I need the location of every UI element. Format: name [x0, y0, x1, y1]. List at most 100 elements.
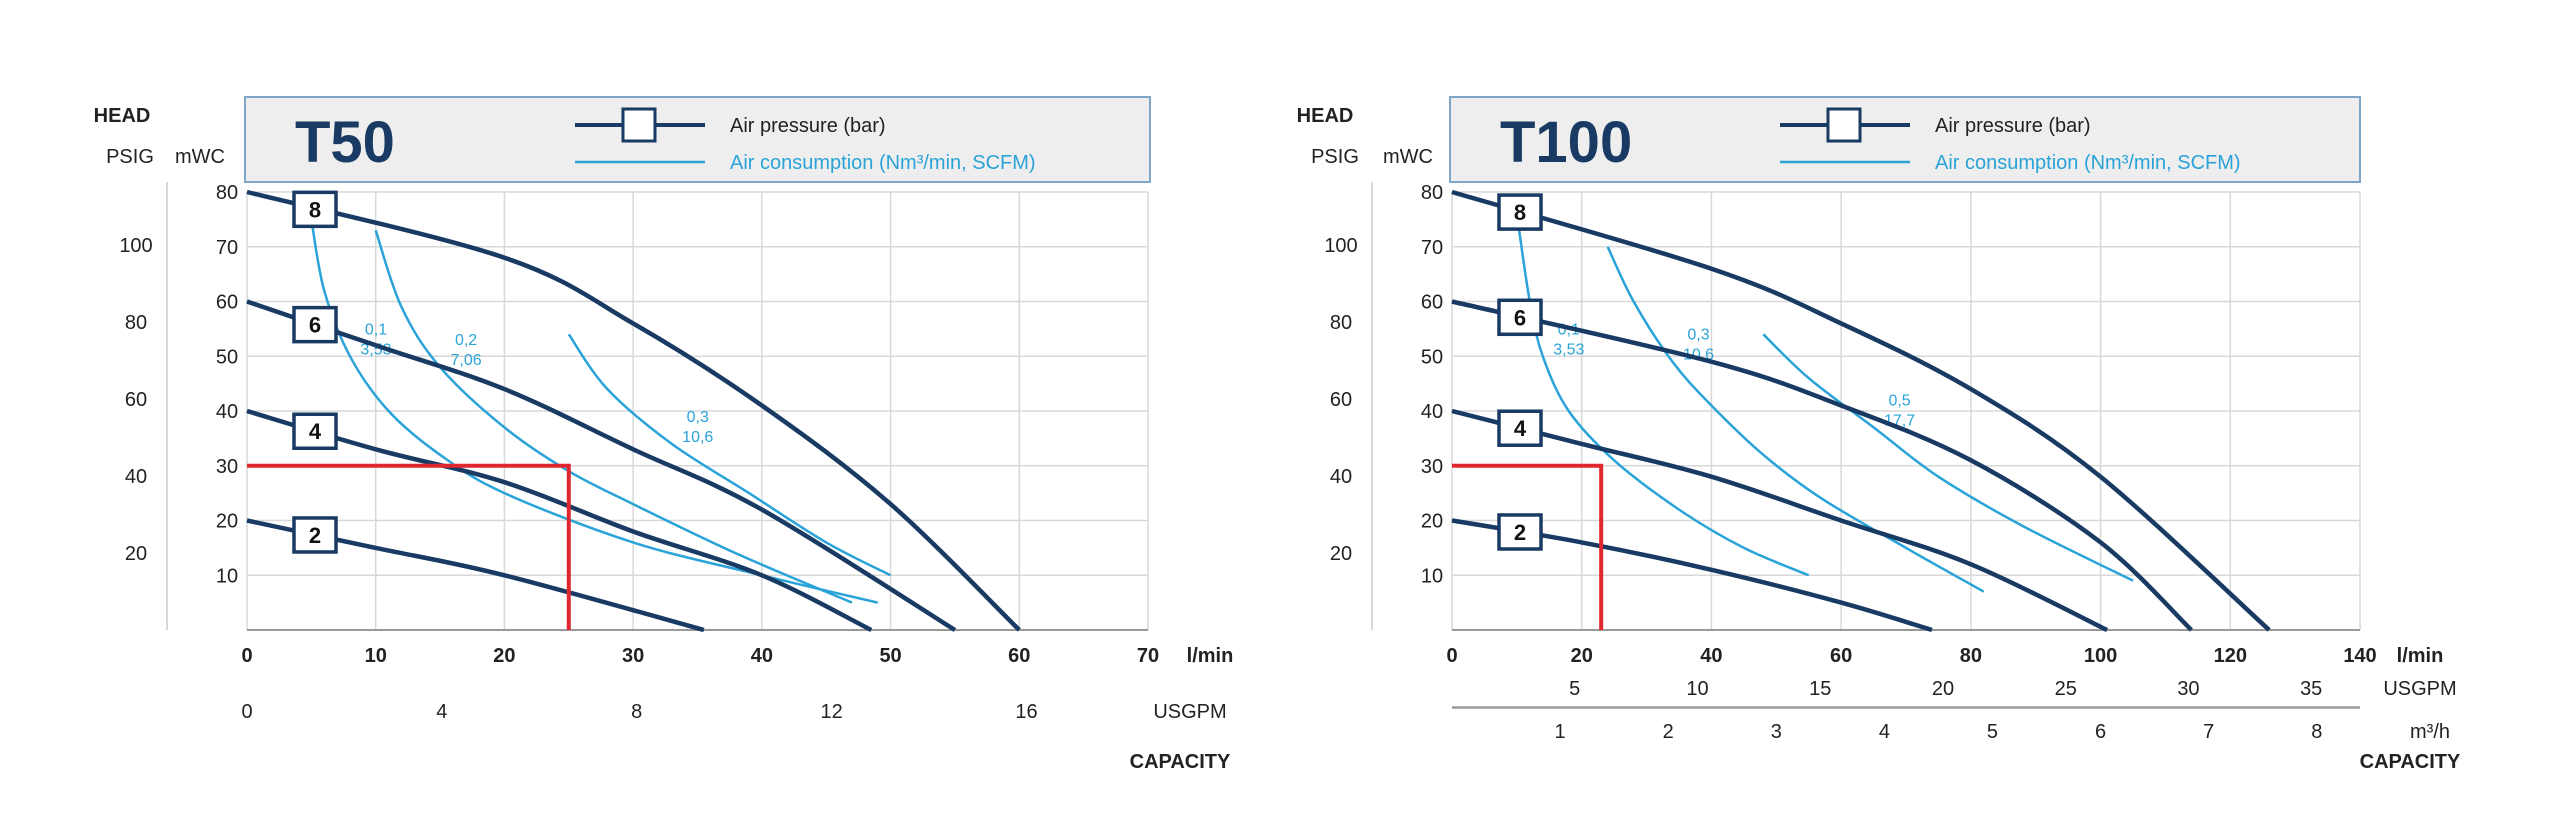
x-tick-label: 80 [1960, 645, 1982, 667]
x-tick-label: 10 [365, 645, 387, 667]
x-tick-label: 20 [493, 645, 515, 667]
pressure-marker-label: 8 [309, 197, 321, 222]
mwc-tick-label: 20 [1421, 511, 1443, 533]
chart-title: T100 [1500, 110, 1632, 175]
pressure-marker-label: 2 [1514, 520, 1526, 545]
legend: T50 Air pressure (bar) Air consumption (Nm… [244, 96, 1151, 183]
consumption-label-nm3: 0,1 [365, 321, 387, 338]
psig-tick-label: 60 [1330, 389, 1352, 411]
x-tick-label: 40 [751, 645, 773, 667]
usgpm-tick-label: 30 [2177, 678, 2199, 700]
m3h-tick-label: 8 [2311, 721, 2322, 743]
psig-tick-label: 40 [125, 466, 147, 488]
usgpm-unit-label: USGPM [1153, 701, 1226, 723]
consumption-curve [567, 333, 892, 577]
consumption-label-nm3: 0,3 [1687, 327, 1709, 344]
legend-air-consumption: Air consumption (Nm³/min, SCFM) [1935, 152, 2241, 174]
legend-box [1449, 96, 2361, 183]
mwc-tick-label: 30 [1421, 456, 1443, 478]
psig-tick-label: 100 [119, 235, 152, 257]
m3h-tick-label: 3 [1771, 721, 1782, 743]
duty-point-marker [247, 463, 571, 630]
x-tick-label: 40 [1700, 645, 1722, 667]
pressure-marker-2 [1497, 513, 1543, 551]
pressure-marker-label: 8 [1514, 200, 1526, 225]
pressure-marker-4 [292, 412, 338, 450]
chart-t100: T100 Air pressure (bar) Air consumption (N… [1297, 96, 2461, 773]
chart-title: T50 [295, 110, 395, 175]
pressure-curve-8-bar [1451, 189, 2271, 632]
usgpm-tick-label: 20 [1932, 678, 1954, 700]
legend: T100 Air pressure (bar) Air consumption (N… [1449, 96, 2361, 183]
x-unit-label: l/min [2397, 645, 2444, 667]
usgpm-tick-label: 0 [241, 701, 252, 723]
psig-label: PSIG [106, 146, 154, 168]
legend-air-consumption: Air consumption (Nm³/min, SCFM) [730, 152, 1036, 174]
pressure-curve-6-bar [246, 299, 957, 632]
mwc-tick-label: 10 [216, 565, 238, 587]
mwc-tick-label: 40 [1421, 401, 1443, 423]
mwc-label: mWC [1383, 146, 1433, 168]
pressure-marker-label: 4 [309, 419, 322, 444]
usgpm-tick-label: 16 [1015, 701, 1037, 723]
usgpm-tick-label: 10 [1686, 678, 1708, 700]
mwc-tick-label: 20 [216, 511, 238, 533]
chart-t50: T50 Air pressure (bar) Air consumption (Nm… [94, 96, 1234, 773]
psig-tick-label: 60 [125, 389, 147, 411]
mwc-tick-label: 30 [216, 456, 238, 478]
x-tick-label: 120 [2214, 645, 2247, 667]
mwc-tick-label: 50 [216, 346, 238, 368]
x-tick-label: 70 [1137, 645, 1159, 667]
x-tick-label: 50 [879, 645, 901, 667]
pressure-marker-label: 6 [1514, 305, 1526, 330]
pressure-marker-label: 2 [309, 523, 321, 548]
capacity-label: CAPACITY [1130, 751, 1231, 773]
x-tick-label: 60 [1008, 645, 1030, 667]
psig-tick-label: 40 [1330, 466, 1352, 488]
m3h-tick-label: 2 [1663, 721, 1674, 743]
mwc-tick-label: 50 [1421, 346, 1443, 368]
pressure-curve-4-bar [1451, 408, 2109, 633]
head-label: HEAD [1297, 105, 1354, 127]
mwc-tick-label: 60 [216, 292, 238, 314]
usgpm-unit-label: USGPM [2383, 678, 2456, 700]
pressure-marker-6 [292, 305, 338, 344]
duty-point-marker [1452, 463, 1604, 630]
usgpm-tick-label: 4 [436, 701, 447, 723]
mwc-tick-label: 60 [1421, 292, 1443, 314]
legend-box [244, 96, 1151, 183]
psig-label: PSIG [1311, 146, 1359, 168]
x-tick-label: 140 [2343, 645, 2376, 667]
usgpm-tick-label: 5 [1569, 678, 1580, 700]
usgpm-tick-label: 8 [631, 701, 642, 723]
psig-tick-label: 80 [1330, 312, 1352, 334]
consumption-curve [1606, 246, 1985, 593]
legend-air-pressure: Air pressure (bar) [1935, 115, 2091, 137]
consumption-label-scfm: 3,53 [360, 341, 391, 358]
x-tick-label: 100 [2084, 645, 2117, 667]
legend-pressure-marker [1826, 107, 1862, 143]
consumption-label-scfm: 7,06 [451, 352, 482, 369]
grid [1451, 191, 2361, 630]
consumption-curve [374, 229, 853, 604]
consumption-label-scfm: 10,6 [682, 429, 713, 446]
pressure-marker-label: 6 [309, 313, 321, 338]
mwc-tick-label: 80 [1421, 182, 1443, 204]
usgpm-tick-label: 25 [2055, 678, 2077, 700]
mwc-tick-label: 70 [216, 237, 238, 259]
mwc-label: mWC [175, 146, 225, 168]
m3h-tick-label: 5 [1987, 721, 1998, 743]
x-tick-label: 0 [1446, 645, 1457, 667]
mwc-tick-label: 70 [1421, 237, 1443, 259]
usgpm-tick-label: 12 [820, 701, 842, 723]
x-unit-label: l/min [1187, 645, 1234, 667]
m3h-tick-label: 1 [1555, 721, 1566, 743]
pressure-curve-8-bar [246, 189, 1021, 632]
psig-tick-label: 80 [125, 312, 147, 334]
consumption-curve [1762, 333, 2134, 582]
m3h-tick-label: 6 [2095, 721, 2106, 743]
consumption-label-nm3: 0,2 [455, 332, 477, 349]
x-tick-label: 20 [1571, 645, 1593, 667]
consumption-label-nm3: 0,5 [1888, 392, 1910, 409]
mwc-tick-label: 40 [216, 401, 238, 423]
